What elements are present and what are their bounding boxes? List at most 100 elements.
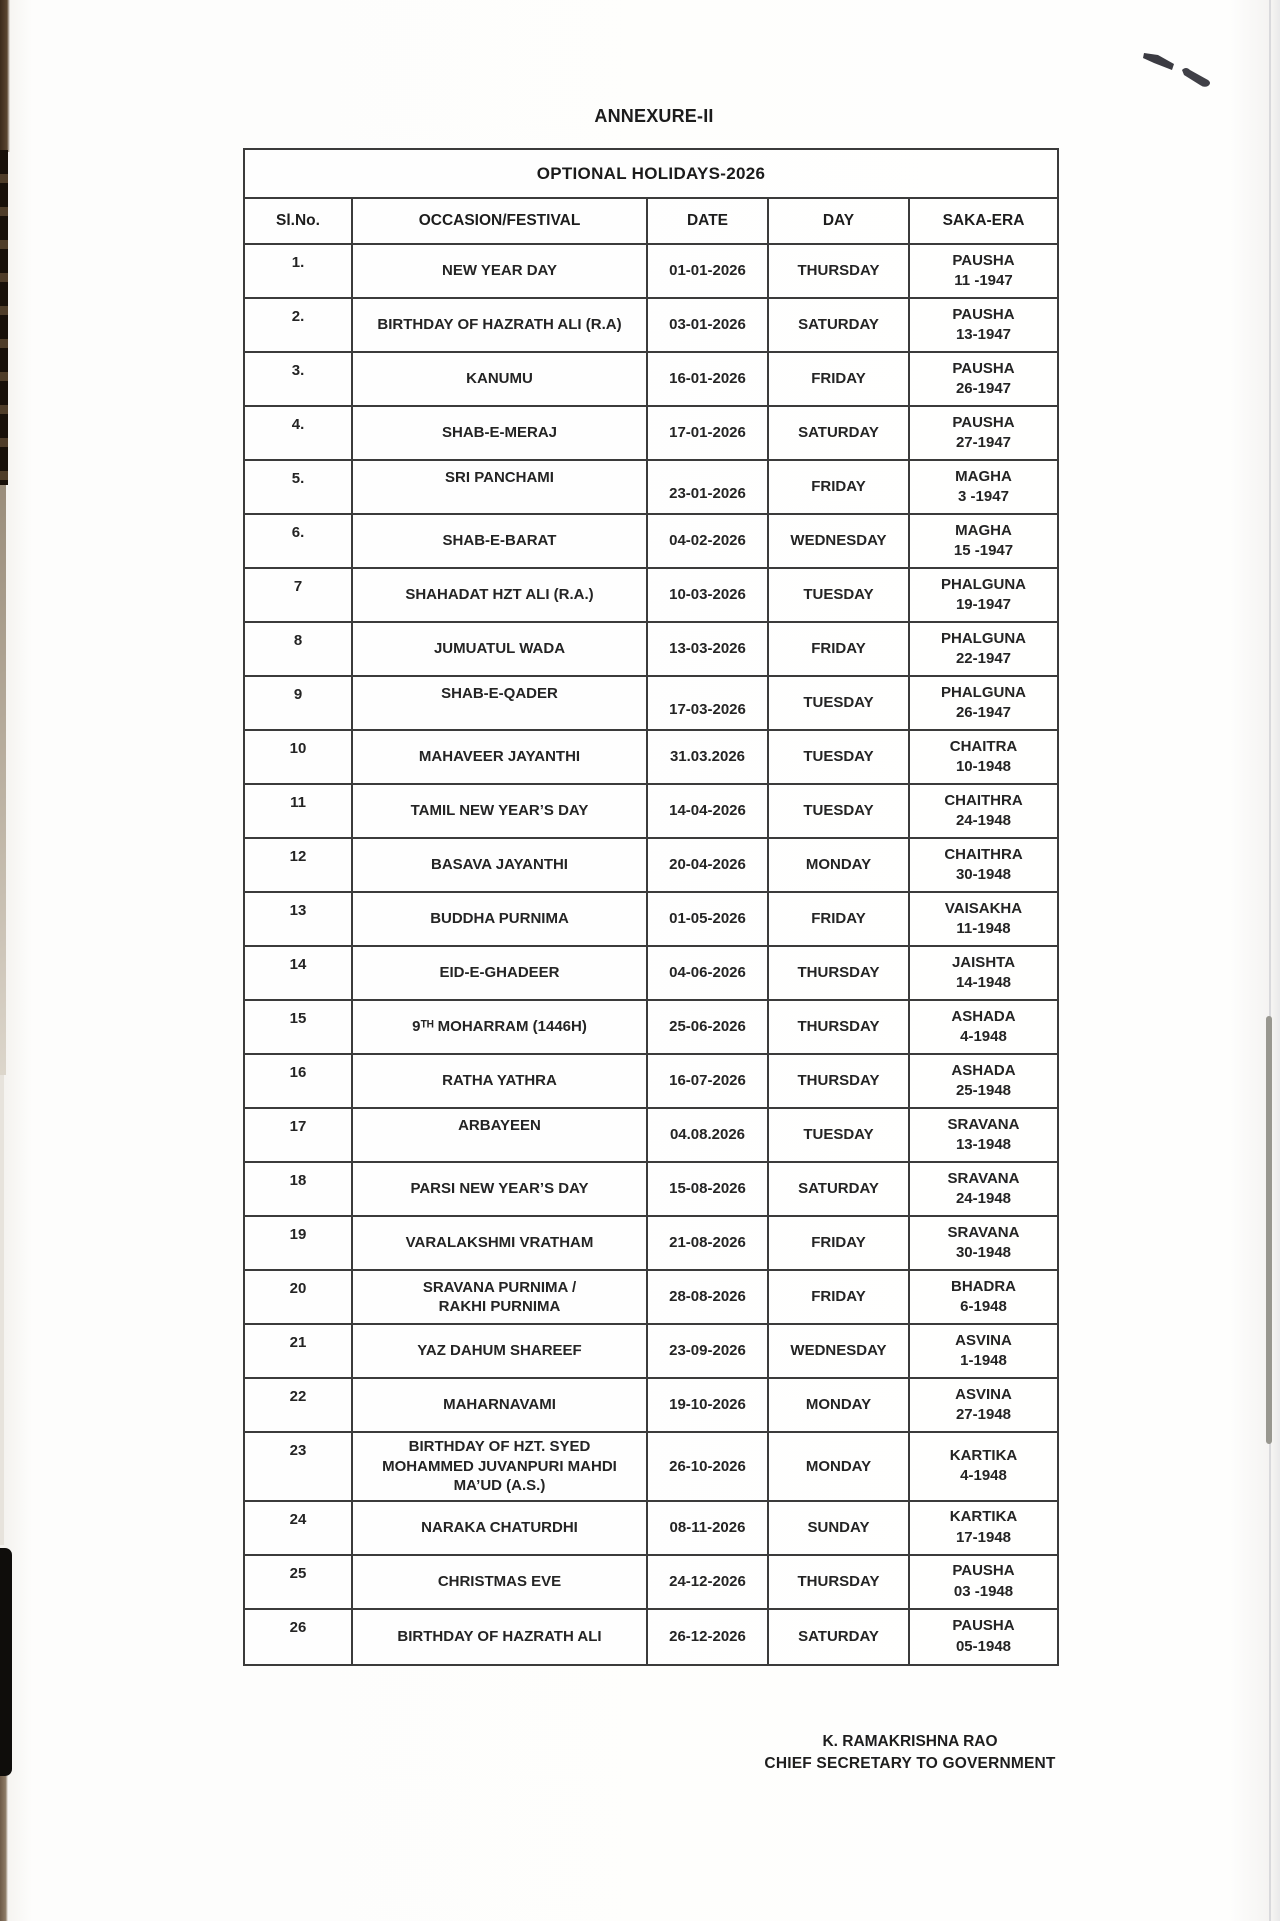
signature-block: K. RAMAKRISHNA RAO CHIEF SECRETARY TO GO… xyxy=(730,1733,1090,1773)
table-row: 24 NARAKA CHATURDHI 08-11-2026 SUNDAY KA… xyxy=(245,1501,1057,1556)
cell-sl-no: 5. xyxy=(245,461,353,515)
cell-occasion: NEW YEAR DAY xyxy=(353,245,648,299)
cell-saka-era: MAGHA 3 -1947 xyxy=(910,461,1057,515)
cell-sl-no: 26 xyxy=(245,1609,353,1664)
cell-sl-no: 18 xyxy=(245,1163,353,1217)
table-title: OPTIONAL HOLIDAYS-2026 xyxy=(245,150,1057,199)
cell-saka-era: PAUSHA 13-1947 xyxy=(910,299,1057,353)
cell-day: WEDNESDAY xyxy=(769,515,910,569)
cell-day: MONDAY xyxy=(769,1433,910,1502)
table-row: 20 SRAVANA PURNIMA / RAKHI PURNIMA 28-08… xyxy=(245,1271,1057,1325)
table-row: 23 BIRTHDAY OF HZT. SYED MOHAMMED JUVANP… xyxy=(245,1433,1057,1502)
cell-date: 04-02-2026 xyxy=(648,515,769,569)
cell-date: 16-07-2026 xyxy=(648,1055,769,1109)
cell-occasion: CHRISTMAS EVE xyxy=(353,1555,648,1610)
cell-date: 21-08-2026 xyxy=(648,1217,769,1271)
cell-saka-era: VAISAKHA 11-1948 xyxy=(910,893,1057,947)
cell-occasion: PARSI NEW YEAR’S DAY xyxy=(353,1163,648,1217)
cell-sl-no: 14 xyxy=(245,947,353,1001)
cell-saka-era: SRAVANA 30-1948 xyxy=(910,1217,1057,1271)
cell-day: TUESDAY xyxy=(769,677,910,731)
cell-occasion: BASAVA JAYANTHI xyxy=(353,839,648,893)
cell-date: 19-10-2026 xyxy=(648,1379,769,1433)
cell-occasion: NARAKA CHATURDHI xyxy=(353,1501,648,1556)
cell-sl-no: 4. xyxy=(245,407,353,461)
cell-day: SATURDAY xyxy=(769,407,910,461)
cell-day: MONDAY xyxy=(769,1379,910,1433)
cell-date: 01-05-2026 xyxy=(648,893,769,947)
cell-sl-no: 10 xyxy=(245,731,353,785)
cell-sl-no: 13 xyxy=(245,893,353,947)
table-row: 19 VARALAKSHMI VRATHAM 21-08-2026 FRIDAY… xyxy=(245,1217,1057,1271)
table-row: 1. NEW YEAR DAY 01-01-2026 THURSDAY PAUS… xyxy=(245,245,1057,299)
cell-occasion: YAZ DAHUM SHAREEF xyxy=(353,1325,648,1379)
cell-occasion: BUDDHA PURNIMA xyxy=(353,893,648,947)
table-row: 11 TAMIL NEW YEAR’S DAY 14-04-2026 TUESD… xyxy=(245,785,1057,839)
cell-occasion: TAMIL NEW YEAR’S DAY xyxy=(353,785,648,839)
cell-occasion: ARBAYEEN xyxy=(353,1109,648,1163)
cell-saka-era: SRAVANA 13-1948 xyxy=(910,1109,1057,1163)
cell-saka-era: PAUSHA 03 -1948 xyxy=(910,1556,1057,1610)
cell-day: TUESDAY xyxy=(769,569,910,623)
cell-sl-no: 15 xyxy=(245,1001,353,1055)
table-row: 2. BIRTHDAY OF HAZRATH ALI (R.A) 03-01-2… xyxy=(245,299,1057,353)
table-header-row: Sl.No. OCCASION/FESTIVAL DATE DAY SAKA-E… xyxy=(245,199,1057,245)
signatory-name: K. RAMAKRISHNA RAO xyxy=(822,1733,998,1750)
cell-sl-no: 1. xyxy=(245,245,353,299)
table-row: 10 MAHAVEER JAYANTHI 31.03.2026 TUESDAY … xyxy=(245,731,1057,785)
cell-date: 16-01-2026 xyxy=(648,353,769,407)
table-row: 25 CHRISTMAS EVE 24-12-2026 THURSDAY PAU… xyxy=(245,1555,1057,1610)
cell-saka-era: PHALGUNA 26-1947 xyxy=(910,677,1057,731)
cell-sl-no: 19 xyxy=(245,1217,353,1271)
scan-edge-artifact-dashes xyxy=(0,150,8,485)
cell-day: FRIDAY xyxy=(769,461,910,515)
cell-occasion: SHAB-E-MERAJ xyxy=(353,407,648,461)
cell-day: THURSDAY xyxy=(769,1001,910,1055)
pen-mark xyxy=(1143,53,1210,87)
cell-sl-no: 16 xyxy=(245,1055,353,1109)
cell-date: 15-08-2026 xyxy=(648,1163,769,1217)
cell-saka-era: SRAVANA 24-1948 xyxy=(910,1163,1057,1217)
scan-edge-artifact-blob xyxy=(0,1548,12,1776)
cell-occasion: SHAHADAT HZT ALI (R.A.) xyxy=(353,569,648,623)
optional-holidays-table: OPTIONAL HOLIDAYS-2026 Sl.No. OCCASION/F… xyxy=(243,148,1059,1666)
table-row: 22 MAHARNAVAMI 19-10-2026 MONDAY ASVINA … xyxy=(245,1379,1057,1433)
cell-saka-era: MAGHA 15 -1947 xyxy=(910,515,1057,569)
scan-edge-artifact-bottom-left xyxy=(0,1776,8,1921)
cell-sl-no: 6. xyxy=(245,515,353,569)
cell-day: THURSDAY xyxy=(769,947,910,1001)
cell-sl-no: 23 xyxy=(245,1433,353,1502)
cell-day: TUESDAY xyxy=(769,785,910,839)
scan-edge-artifact-top-left xyxy=(0,0,10,152)
column-header-day: DAY xyxy=(769,199,910,245)
cell-day: MONDAY xyxy=(769,839,910,893)
annexure-title: ANNEXURE-II xyxy=(594,106,714,126)
cell-occasion: SRAVANA PURNIMA / RAKHI PURNIMA xyxy=(353,1271,648,1325)
cell-saka-era: PAUSHA 26-1947 xyxy=(910,353,1057,407)
cell-date: 08-11-2026 xyxy=(648,1501,769,1556)
cell-day: FRIDAY xyxy=(769,893,910,947)
cell-date: 01-01-2026 xyxy=(648,245,769,299)
cell-saka-era: PHALGUNA 22-1947 xyxy=(910,623,1057,677)
table-row: 7 SHAHADAT HZT ALI (R.A.) 10-03-2026 TUE… xyxy=(245,569,1057,623)
table-row: 17 ARBAYEEN 04.08.2026 TUESDAY SRAVANA 1… xyxy=(245,1109,1057,1163)
cell-saka-era: KARTIKA 4-1948 xyxy=(910,1433,1057,1502)
cell-occasion: MAHAVEER JAYANTHI xyxy=(353,731,648,785)
scan-scroll-artifact-right xyxy=(1266,1016,1272,1444)
cell-day: SATURDAY xyxy=(769,1609,910,1664)
cell-date: 24-12-2026 xyxy=(648,1555,769,1610)
cell-date: 13-03-2026 xyxy=(648,623,769,677)
cell-saka-era: PAUSHA 11 -1947 xyxy=(910,245,1057,299)
cell-occasion: KANUMU xyxy=(353,353,648,407)
cell-day: FRIDAY xyxy=(769,353,910,407)
cell-occasion: BIRTHDAY OF HZT. SYED MOHAMMED JUVANPURI… xyxy=(353,1433,648,1502)
cell-saka-era: ASHADA 4-1948 xyxy=(910,1001,1057,1055)
cell-day: WEDNESDAY xyxy=(769,1325,910,1379)
cell-date: 04.08.2026 xyxy=(648,1109,769,1163)
cell-day: TUESDAY xyxy=(769,1109,910,1163)
cell-occasion: EID-E-GHADEER xyxy=(353,947,648,1001)
column-header-sl-no: Sl.No. xyxy=(245,199,353,245)
cell-day: THURSDAY xyxy=(769,1555,910,1610)
table-row: 5. SRI PANCHAMI 23-01-2026 FRIDAY MAGHA … xyxy=(245,461,1057,515)
table-row: 3. KANUMU 16-01-2026 FRIDAY PAUSHA 26-19… xyxy=(245,353,1057,407)
